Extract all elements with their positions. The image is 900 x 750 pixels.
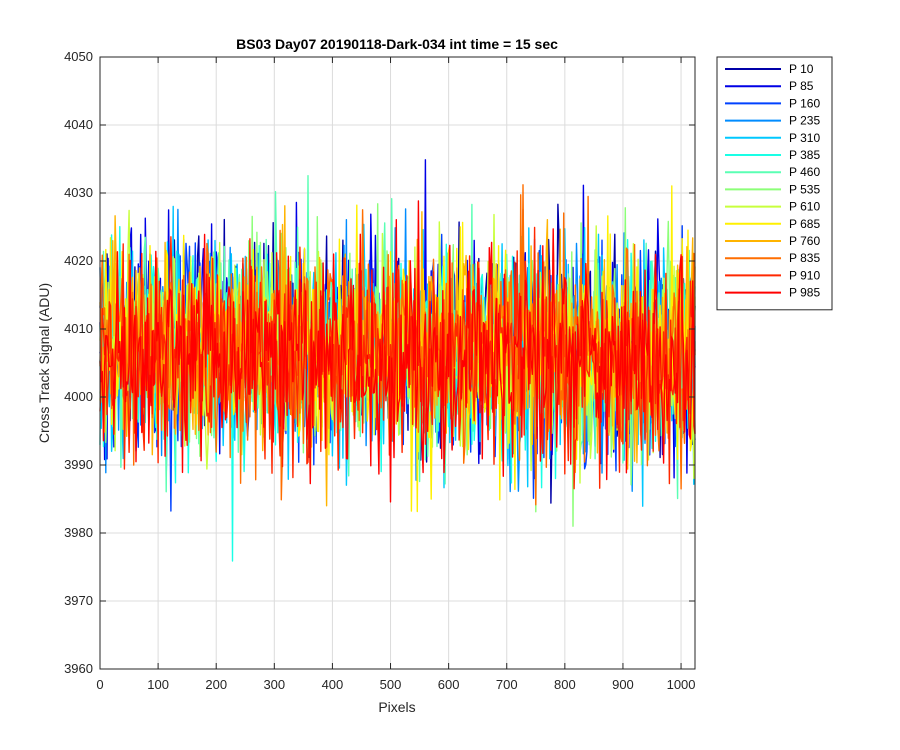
x-tick-label: 700 xyxy=(496,677,518,692)
legend-entry-label: P 385 xyxy=(789,148,820,162)
x-tick-label: 300 xyxy=(263,677,285,692)
legend-entry-label: P 835 xyxy=(789,251,820,265)
axes-box xyxy=(99,56,696,670)
y-tick-label: 3980 xyxy=(64,525,93,540)
x-tick-label: 200 xyxy=(205,677,227,692)
legend-box xyxy=(716,56,833,311)
y-tick-label: 3990 xyxy=(64,457,93,472)
legend-entry-label: P 235 xyxy=(789,114,820,128)
y-tick-label: 4000 xyxy=(64,389,93,404)
x-tick-label: 900 xyxy=(612,677,634,692)
y-tick-label: 3960 xyxy=(64,661,93,676)
legend-entry-label: P 985 xyxy=(789,286,820,300)
legend: P 10 P 85 P 160 P 235 P 310 P 385 P 460 P 535 P … xyxy=(716,56,833,311)
series-line xyxy=(99,200,696,503)
x-tick-label: 100 xyxy=(147,677,169,692)
x-tick-label: 600 xyxy=(438,677,460,692)
y-axis-label: Cross Track Signal (ADU) xyxy=(36,283,52,443)
y-tick-label: 3970 xyxy=(64,593,93,608)
legend-entry-label: P 535 xyxy=(789,182,820,196)
legend-entry-label: P 460 xyxy=(789,165,820,179)
legend-entry-label: P 685 xyxy=(789,217,820,231)
plot-area xyxy=(99,159,696,562)
legend-entry-label: P 85 xyxy=(789,79,814,93)
y-axis: 3960 3970 3980 3990 4000 4010 4020 4030 4040 4050 xyxy=(64,49,695,676)
y-tick-label: 4010 xyxy=(64,321,93,336)
legend-entry-label: P 10 xyxy=(789,62,814,76)
x-tick-label: 1000 xyxy=(667,677,696,692)
x-tick-label: 0 xyxy=(96,677,103,692)
x-axis: 0 100 200 300 400 500 600 700 800 900 1000 xyxy=(96,57,696,692)
x-axis-label: Pixels xyxy=(378,699,415,715)
y-tick-label: 4050 xyxy=(64,49,93,64)
legend-entry-label: P 610 xyxy=(789,200,820,214)
legend-entry-label: P 910 xyxy=(789,268,820,282)
legend-entry-label: P 760 xyxy=(789,234,820,248)
y-tick-label: 4030 xyxy=(64,185,93,200)
y-tick-label: 4020 xyxy=(64,253,93,268)
legend-entry-label: P 310 xyxy=(789,131,820,145)
x-tick-label: 500 xyxy=(380,677,402,692)
y-tick-label: 4040 xyxy=(64,117,93,132)
x-tick-label: 400 xyxy=(322,677,344,692)
legend-entry-label: P 160 xyxy=(789,96,820,110)
x-tick-label: 800 xyxy=(554,677,576,692)
chart-title: BS03 Day07 20190118-Dark-034 int time = … xyxy=(236,36,558,52)
